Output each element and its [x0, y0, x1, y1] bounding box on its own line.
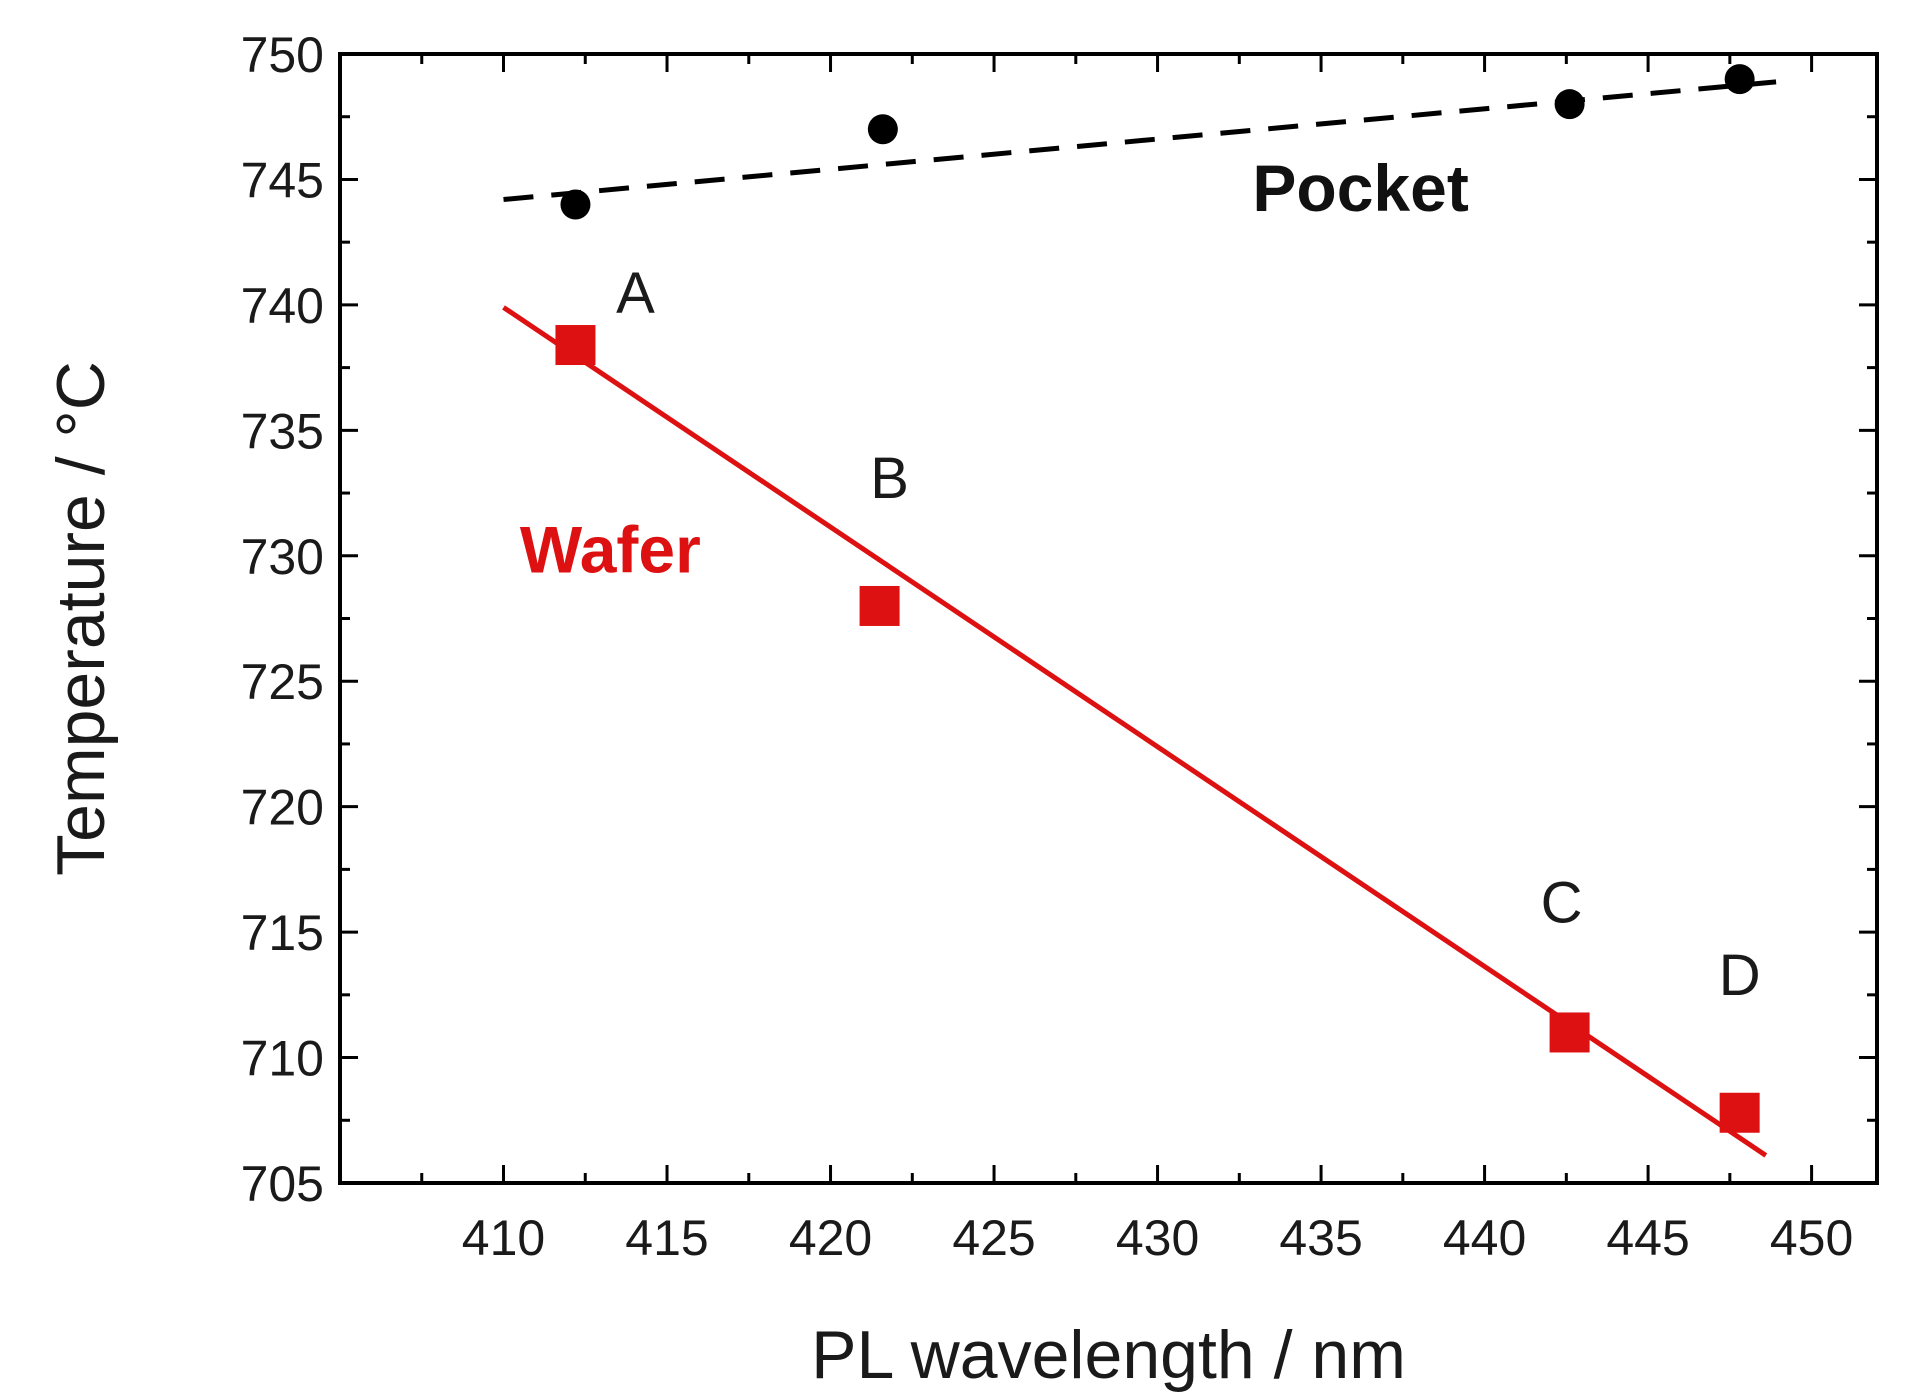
y-tick-label: 750 — [241, 27, 324, 83]
pocket-point — [560, 189, 591, 220]
x-tick-label: 435 — [1279, 1210, 1362, 1266]
pocket-point — [1554, 89, 1585, 120]
x-tick-label: 445 — [1606, 1210, 1689, 1266]
wafer-point — [1549, 1012, 1590, 1053]
x-tick-label: 450 — [1770, 1210, 1853, 1266]
y-tick-label: 715 — [241, 905, 324, 961]
x-tick-label: 410 — [462, 1210, 545, 1266]
wafer-label: Wafer — [520, 512, 701, 586]
wafer-point — [1719, 1092, 1760, 1133]
y-axis-title: Temperature / °C — [43, 361, 119, 876]
point-label-b: B — [870, 446, 909, 511]
wafer-point — [859, 585, 900, 626]
y-tick-label: 740 — [241, 278, 324, 334]
point-label-a: A — [616, 261, 655, 326]
axis-ticks: 410 415 420 425 430 435 440 445 450 705 710 715 720 7… — [241, 27, 1877, 1266]
x-tick-label: 415 — [625, 1210, 708, 1266]
x-axis-title: PL wavelength / nm — [811, 1317, 1406, 1393]
y-tick-label: 745 — [241, 152, 324, 208]
data-points — [555, 64, 1760, 1133]
pocket-label: Pocket — [1252, 151, 1468, 225]
x-tick-label: 425 — [952, 1210, 1035, 1266]
pocket-point — [1724, 64, 1755, 95]
y-tick-label: 705 — [241, 1156, 324, 1212]
wafer-point — [555, 325, 596, 366]
fit-lines — [502, 79, 1780, 1158]
plot-frame — [338, 52, 1879, 1185]
pocket-fit-line — [503, 79, 1780, 203]
text-labels: A B C D Pocket Wafer — [520, 151, 1761, 1008]
point-label-c: C — [1541, 870, 1583, 935]
x-tick-label: 420 — [789, 1210, 872, 1266]
y-tick-label: 710 — [241, 1031, 324, 1087]
point-label-d: D — [1719, 943, 1761, 1008]
x-tick-label: 430 — [1116, 1210, 1199, 1266]
x-tick-label: 440 — [1443, 1210, 1526, 1266]
y-tick-label: 735 — [241, 403, 324, 459]
y-tick-label: 730 — [241, 529, 324, 585]
y-tick-label: 720 — [241, 780, 324, 836]
pocket-point — [867, 114, 898, 145]
y-tick-label: 725 — [241, 654, 324, 710]
